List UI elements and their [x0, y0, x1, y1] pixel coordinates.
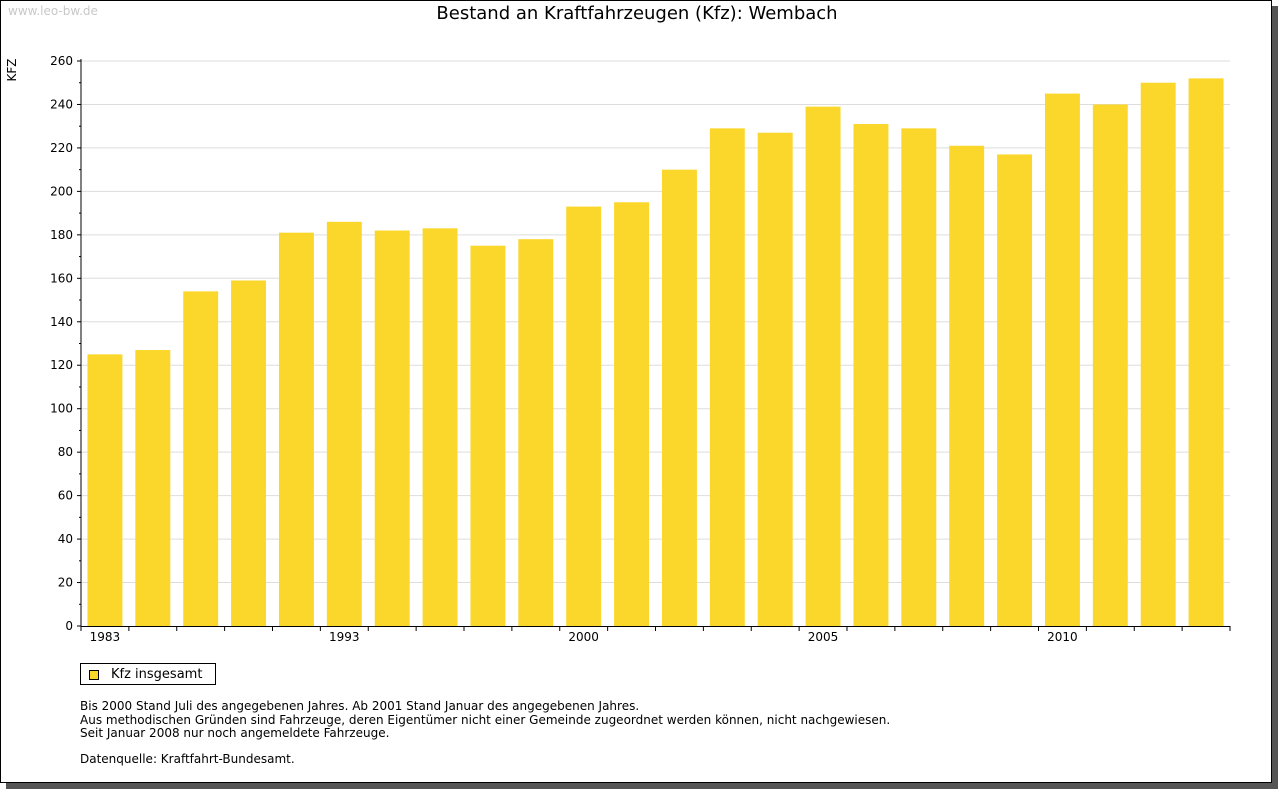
y-tick-label: 0 — [65, 619, 73, 633]
bar — [1092, 104, 1128, 626]
bar — [183, 291, 219, 626]
bar — [709, 128, 745, 626]
bar — [805, 106, 841, 626]
y-tick-label: 80 — [58, 445, 73, 459]
bar — [1188, 78, 1224, 626]
y-tick-label: 200 — [50, 184, 73, 198]
legend: Kfz insgesamt — [80, 663, 216, 685]
bar — [1140, 82, 1176, 626]
bar — [231, 280, 267, 626]
y-tick-label: 60 — [58, 489, 73, 503]
bar — [422, 228, 458, 627]
bar — [87, 354, 123, 626]
y-tick-label: 40 — [58, 532, 73, 546]
bar — [566, 206, 602, 626]
bar — [470, 245, 506, 626]
y-tick-label: 140 — [50, 315, 73, 329]
y-tick-label: 120 — [50, 358, 73, 372]
bars — [87, 78, 1224, 627]
bar — [1044, 93, 1080, 627]
bar-chart: 0 20 40 60 80 100 120 140 160 180 200 220 240 260 1983… — [5, 54, 1231, 644]
bar — [853, 124, 889, 627]
watermark: www.leo-bw.de — [8, 4, 98, 18]
footnote-line: Bis 2000 Stand Juli des angegebenen Jahr… — [80, 699, 640, 713]
bar — [135, 350, 171, 626]
bar — [949, 145, 985, 626]
chart-title: Bestand an Kraftfahrzeugen (Kfz): Wembac… — [436, 3, 838, 24]
x-tick-label: 1983 — [90, 630, 121, 644]
legend-swatch — [89, 670, 99, 680]
bar — [661, 169, 697, 626]
data-source: Datenquelle: Kraftfahrt-Bundesamt. — [80, 752, 295, 766]
footnotes: Bis 2000 Stand Juli des angegebenen Jahr… — [80, 699, 891, 741]
x-tick-label: 1993 — [329, 630, 360, 644]
bar — [901, 128, 937, 626]
bar — [374, 230, 410, 626]
y-tick-label: 20 — [58, 576, 73, 590]
y-tick-label: 260 — [50, 54, 73, 68]
axes: 0 20 40 60 80 100 120 140 160 180 200 220 240 260 1983… — [50, 54, 1231, 644]
x-tick-label: 2000 — [568, 630, 599, 644]
frame-shadow-bottom — [6, 783, 1278, 789]
bar — [278, 232, 314, 626]
y-tick-label: 100 — [50, 402, 73, 416]
bar — [518, 239, 554, 626]
bar — [997, 154, 1033, 626]
footnote-line: Aus methodischen Gründen sind Fahrzeuge,… — [80, 712, 891, 727]
x-tick-label: 2010 — [1047, 630, 1078, 644]
frame-shadow-right — [1272, 6, 1278, 789]
legend-label: Kfz insgesamt — [111, 667, 203, 682]
y-tick-label: 220 — [50, 141, 73, 155]
y-axis-label: KFZ — [5, 59, 19, 82]
y-tick-label: 160 — [50, 271, 73, 285]
bar — [326, 221, 362, 627]
x-tick-label: 2005 — [808, 630, 839, 644]
bar — [614, 202, 650, 626]
gridlines — [81, 60, 1230, 584]
y-tick-label: 240 — [50, 97, 73, 111]
bar — [757, 132, 793, 626]
footnote-line: Seit Januar 2008 nur noch angemeldete Fa… — [80, 726, 390, 740]
y-tick-label: 180 — [50, 228, 73, 242]
